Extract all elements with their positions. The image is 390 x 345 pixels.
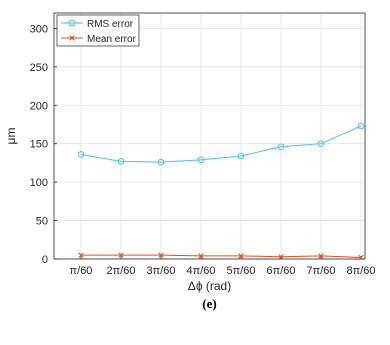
series-line-0: [80, 125, 362, 163]
legend-rms-label: RMS error: [87, 19, 134, 30]
y-ticks: 0 50 100 150 200 250 300: [30, 23, 57, 266]
x-ticks: π/60 2π/60 3π/60 4π/60 5π/60 6π/60 7π/60 8π/60: [70, 256, 376, 277]
plot-frame: [53, 12, 366, 260]
series-line-1: [81, 254, 362, 258]
data-point-rms: [277, 143, 285, 151]
data-point-mean: [238, 253, 244, 259]
data-point-rms: [77, 151, 85, 158]
data-point-mean: [318, 253, 324, 259]
data-point-mean: [198, 253, 204, 259]
y-tick-label: 250: [30, 62, 48, 74]
legend-mean-label: Mean error: [87, 34, 137, 45]
y-tick-label: 50: [36, 216, 48, 228]
x-tick-label: 4π/60: [187, 265, 216, 277]
data-point-rms: [157, 158, 165, 166]
data-point-rms: [237, 152, 245, 160]
y-tick-label: 0: [42, 254, 48, 266]
x-tick-label: π/60: [70, 265, 93, 277]
data-point-mean: [78, 252, 84, 258]
x-tick-label: 6π/60: [267, 265, 296, 277]
data-point-mean: [358, 254, 364, 261]
data-point-mean: [118, 252, 124, 258]
x-tick-label: 5π/60: [227, 265, 256, 277]
x-tick-label: 8π/60: [347, 265, 376, 277]
grid: [54, 13, 365, 260]
data-point-rms: [317, 140, 325, 147]
x-tick-label: 2π/60: [107, 265, 136, 277]
legend-mean-marker: [69, 35, 75, 41]
y-tick-label: 300: [30, 23, 48, 35]
x-axis-label: Δϕ (rad): [188, 279, 231, 293]
y-tick-label: 150: [30, 139, 48, 151]
x-tick-label: 3π/60: [147, 265, 176, 277]
data-point-mean: [158, 252, 164, 258]
legend-rms-marker: [68, 19, 76, 27]
y-tick-label: 200: [30, 100, 48, 112]
legend: RMS error Mean error: [56, 14, 140, 47]
y-tick-label: 100: [30, 177, 48, 189]
series-layer: [77, 122, 365, 261]
legend-mean-x: [69, 35, 75, 41]
figure-caption: (e): [202, 296, 216, 311]
x-tick-label: 7π/60: [307, 265, 336, 277]
y-axis-label: μm: [4, 128, 18, 145]
data-point-mean: [278, 253, 284, 260]
data-point-rms: [357, 122, 365, 130]
data-point-rms: [197, 156, 205, 164]
data-point-rms: [117, 158, 125, 165]
